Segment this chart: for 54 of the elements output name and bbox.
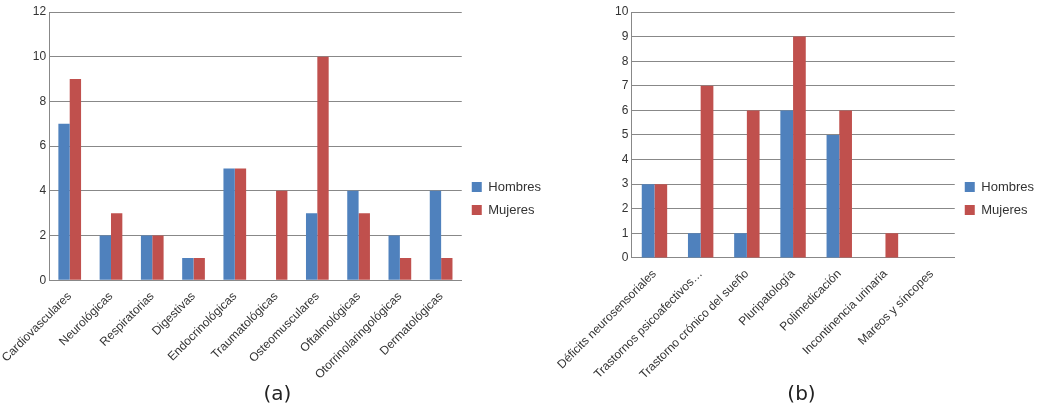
y-tick-label: 0 — [621, 250, 629, 265]
y-tick-label: 2 — [621, 201, 629, 216]
bar — [441, 257, 453, 280]
bar — [780, 110, 794, 258]
y-tick-label: 2 — [39, 227, 47, 242]
bar — [839, 110, 852, 258]
legend-label: Hombres — [981, 178, 1035, 194]
y-tick-label: 8 — [621, 53, 629, 68]
bar — [358, 213, 370, 280]
y-tick-label: 0 — [39, 272, 47, 287]
bar — [429, 190, 442, 280]
y-tick-label: 6 — [39, 138, 47, 153]
y-tick-label: 10 — [615, 4, 629, 19]
y-tick-label: 9 — [621, 28, 629, 43]
text: (b) — [787, 381, 816, 405]
bar — [99, 235, 111, 280]
bar — [182, 257, 194, 280]
bar — [69, 79, 82, 280]
bar — [734, 233, 747, 258]
bar — [140, 235, 153, 280]
bar — [687, 233, 701, 258]
y-tick-label: 12 — [32, 4, 47, 19]
y-tick-label: 4 — [621, 151, 629, 166]
legend-label: Hombres — [488, 178, 542, 194]
y-tick-label: 10 — [32, 49, 47, 64]
y-tick-label: 3 — [621, 176, 629, 191]
bar — [746, 110, 760, 258]
bar — [58, 123, 70, 280]
bar — [305, 213, 318, 280]
bar — [885, 233, 899, 258]
bar — [223, 168, 235, 280]
y-tick-label: 1 — [621, 225, 629, 240]
bar — [388, 235, 400, 280]
bar — [152, 235, 164, 280]
bar — [234, 168, 247, 280]
bar — [110, 213, 123, 280]
y-tick-label: 4 — [39, 183, 47, 198]
bar — [193, 257, 205, 280]
bar — [654, 184, 668, 258]
bar — [793, 36, 806, 258]
y-tick-label: 5 — [621, 127, 629, 142]
y-tick-label: 6 — [621, 102, 629, 117]
text: (a) — [263, 381, 292, 405]
y-tick-label: 8 — [39, 93, 47, 108]
legend-label: Mujeres — [981, 201, 1028, 217]
bar — [826, 134, 840, 258]
legend-label: Mujeres — [488, 201, 535, 217]
y-tick-label: 7 — [621, 78, 629, 93]
bar — [399, 257, 412, 280]
bar — [641, 184, 655, 258]
bar — [276, 190, 288, 280]
bar — [700, 85, 714, 258]
bar — [347, 190, 359, 280]
bar — [317, 56, 329, 280]
